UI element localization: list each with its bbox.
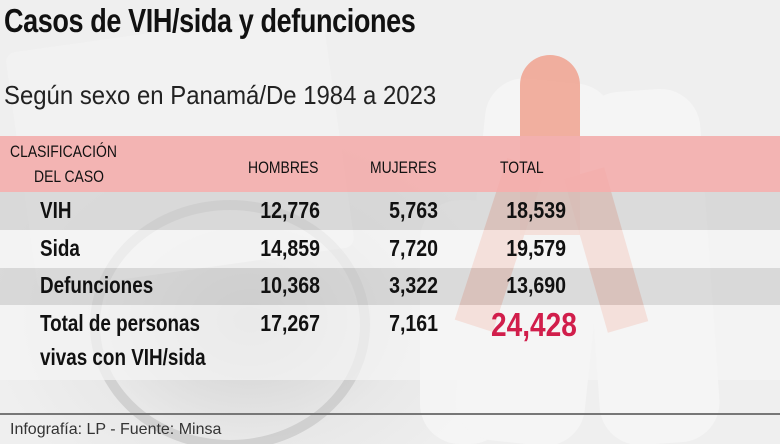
header-women: MUJERES [370, 158, 437, 177]
row-label: vivas con VIH/sida [40, 344, 206, 370]
men-value: 17,267 [260, 310, 320, 336]
women-value: 5,763 [389, 197, 438, 223]
header-men: HOMBRES [248, 158, 319, 177]
table-row [0, 268, 780, 305]
table-row [0, 305, 780, 380]
source-credit: Infografía: LP - Fuente: Minsa [10, 421, 222, 438]
total-value: 19,579 [506, 235, 566, 261]
men-value: 12,776 [260, 197, 320, 223]
row-label: Sida [40, 235, 80, 261]
footer-divider [0, 413, 780, 415]
total-value: 13,690 [506, 272, 566, 298]
total-highlight-value: 24,428 [491, 306, 577, 343]
page-title: Casos de VIH/sida y defunciones [4, 2, 416, 39]
row-label: Total de personas [40, 310, 201, 336]
women-value: 7,720 [389, 235, 438, 261]
row-label: VIH [40, 197, 72, 223]
table-row [0, 192, 780, 230]
header-classification: CLASIFICACIÓN [10, 142, 117, 161]
total-value: 18,539 [506, 197, 566, 223]
men-value: 10,368 [260, 272, 320, 298]
women-value: 3,322 [389, 272, 438, 298]
table-row [0, 230, 780, 268]
header-total: TOTAL [500, 158, 544, 177]
row-label: Defunciones [40, 272, 154, 298]
table-header [0, 136, 780, 192]
women-value: 7,161 [389, 310, 438, 336]
men-value: 14,859 [260, 235, 320, 261]
header-classification: DEL CASO [34, 167, 104, 186]
page-subtitle: Según sexo en Panamá/De 1984 a 2023 [4, 80, 437, 110]
